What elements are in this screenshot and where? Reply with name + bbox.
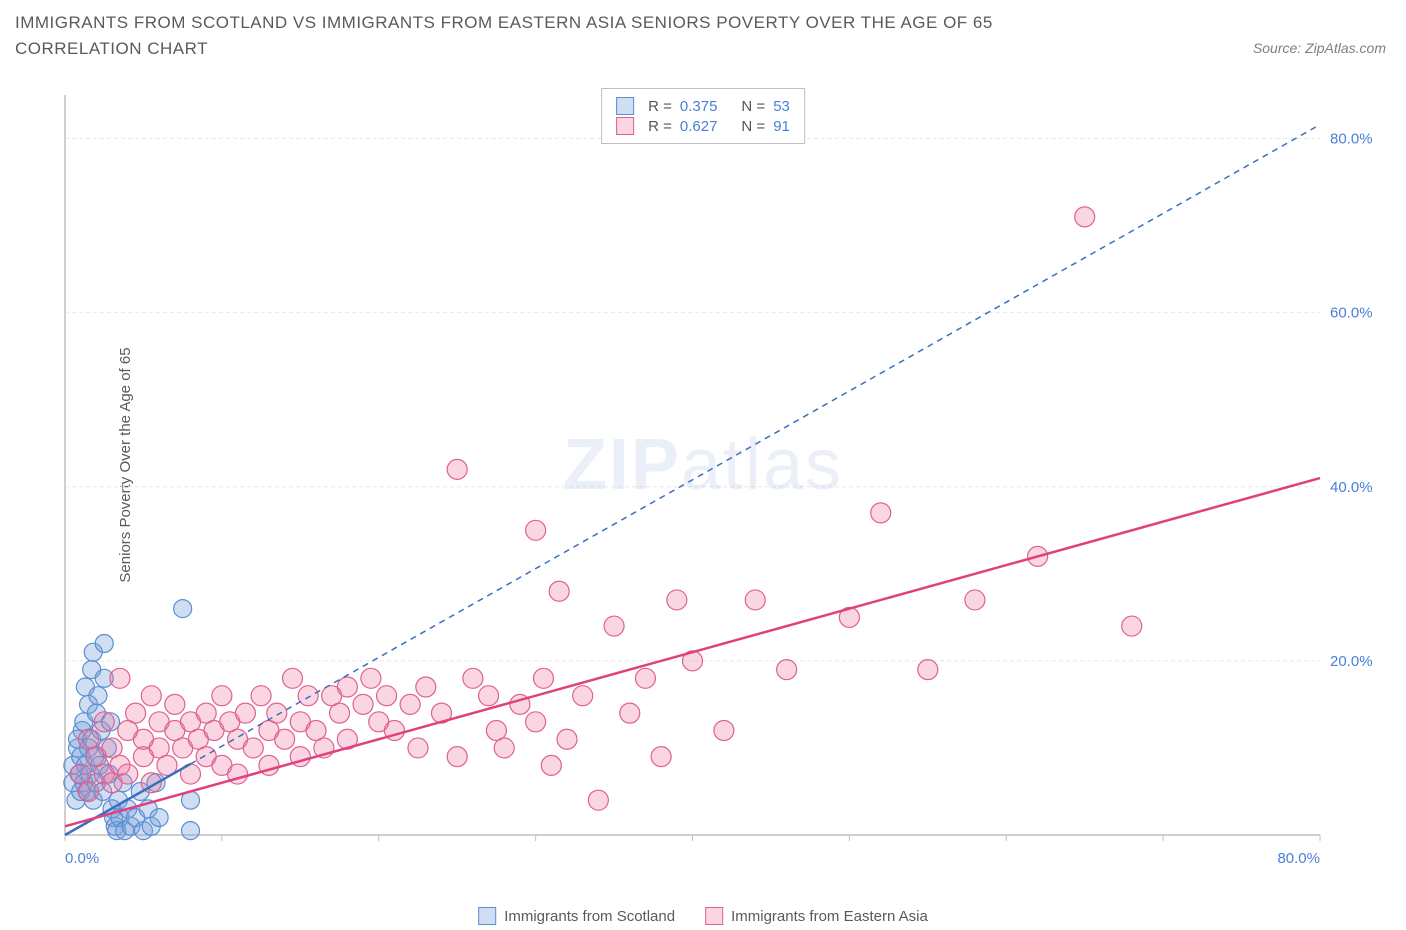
n-value-eastern-asia: 91: [773, 118, 790, 135]
correlation-legend: R = 0.375 N = 53 R = 0.627 N = 91: [601, 88, 805, 144]
chart-title: IMMIGRANTS FROM SCOTLAND VS IMMIGRANTS F…: [15, 10, 1115, 61]
legend-swatch-eastern-asia: [616, 117, 634, 135]
legend-row-scotland: R = 0.375 N = 53: [616, 97, 790, 115]
source-attribution: Source: ZipAtlas.com: [1253, 40, 1386, 56]
svg-text:0.0%: 0.0%: [65, 850, 99, 867]
legend-swatch-scotland: [616, 97, 634, 115]
chart-container: IMMIGRANTS FROM SCOTLAND VS IMMIGRANTS F…: [0, 0, 1406, 930]
legend-swatch-icon: [478, 907, 496, 925]
legend-swatch-icon: [705, 907, 723, 925]
svg-text:40.0%: 40.0%: [1330, 479, 1373, 496]
r-label: R =: [648, 98, 672, 115]
svg-text:80.0%: 80.0%: [1330, 131, 1373, 148]
legend-bottom-item: Immigrants from Scotland: [478, 907, 675, 925]
svg-text:80.0%: 80.0%: [1277, 850, 1320, 867]
n-value-scotland: 53: [773, 98, 790, 115]
svg-text:60.0%: 60.0%: [1330, 305, 1373, 322]
scatter-plot-svg: 20.0% 40.0% 60.0% 80.0% 0.0% 80.0%: [60, 85, 1380, 875]
legend-bottom-label: Immigrants from Scotland: [504, 908, 675, 925]
n-label: N =: [741, 98, 765, 115]
r-value-eastern-asia: 0.627: [680, 118, 718, 135]
legend-row-eastern-asia: R = 0.627 N = 91: [616, 117, 790, 135]
r-value-scotland: 0.375: [680, 98, 718, 115]
svg-text:20.0%: 20.0%: [1330, 653, 1373, 670]
n-label: N =: [741, 118, 765, 135]
legend-bottom-label: Immigrants from Eastern Asia: [731, 908, 928, 925]
legend-bottom-item: Immigrants from Eastern Asia: [705, 907, 928, 925]
series-legend: Immigrants from Scotland Immigrants from …: [478, 907, 928, 925]
r-label: R =: [648, 118, 672, 135]
